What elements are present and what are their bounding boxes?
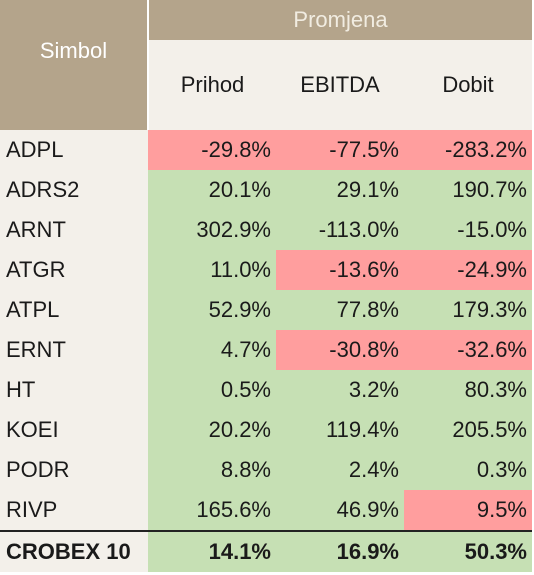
symbol-cell: ADRS2 — [0, 170, 148, 210]
ebitda-change-cell: 3.2% — [276, 370, 404, 410]
symbol-cell: ATGR — [0, 250, 148, 290]
revenue-change-cell: 8.8% — [148, 450, 276, 490]
profit-change-cell: 0.3% — [404, 450, 532, 490]
ebitda-change-cell: 77.8% — [276, 290, 404, 330]
profit-change-cell: 80.3% — [404, 370, 532, 410]
table-row: ADPL -29.8% -77.5% -283.2% — [0, 130, 532, 170]
table-row: ADRS2 20.1% 29.1% 190.7% — [0, 170, 532, 210]
symbol-cell: HT — [0, 370, 148, 410]
table-row: PODR 8.8% 2.4% 0.3% — [0, 450, 532, 490]
revenue-column-header: Prihod — [147, 40, 276, 130]
table-row: HT 0.5% 3.2% 80.3% — [0, 370, 532, 410]
symbol-column-header: Simbol — [0, 0, 148, 130]
symbol-cell: ADPL — [0, 130, 148, 170]
symbol-cell: PODR — [0, 450, 148, 490]
revenue-change-cell: 0.5% — [148, 370, 276, 410]
table-body: ADPL -29.8% -77.5% -283.2% ADRS2 20.1% 29.1% 19… — [0, 130, 532, 531]
symbol-cell: ATPL — [0, 290, 148, 330]
profit-change-cell: 9.5% — [404, 490, 532, 531]
ebitda-change-cell: -30.8% — [276, 330, 404, 370]
ebitda-change-cell: 119.4% — [276, 410, 404, 450]
total-ebitda-change: 16.9% — [276, 530, 404, 572]
profit-change-cell: -283.2% — [404, 130, 532, 170]
total-profit-change: 50.3% — [404, 530, 532, 572]
change-group-header: Promjena — [147, 0, 532, 40]
profit-column-header: Dobit — [404, 40, 532, 130]
symbol-cell: ARNT — [0, 210, 148, 250]
revenue-change-cell: -29.8% — [148, 130, 276, 170]
total-symbol: CROBEX 10 — [0, 530, 148, 572]
table-row: ATGR 11.0% -13.6% -24.9% — [0, 250, 532, 290]
ebitda-change-cell: -77.5% — [276, 130, 404, 170]
total-revenue-change: 14.1% — [148, 530, 276, 572]
profit-change-cell: 179.3% — [404, 290, 532, 330]
table-row: KOEI 20.2% 119.4% 205.5% — [0, 410, 532, 450]
ebitda-change-cell: 29.1% — [276, 170, 404, 210]
revenue-change-cell: 20.2% — [148, 410, 276, 450]
table-row: RIVP 165.6% 46.9% 9.5% — [0, 490, 532, 531]
profit-change-cell: 205.5% — [404, 410, 532, 450]
profit-change-cell: -15.0% — [404, 210, 532, 250]
table-row: ATPL 52.9% 77.8% 179.3% — [0, 290, 532, 330]
ebitda-column-header: EBITDA — [276, 40, 404, 130]
revenue-change-cell: 302.9% — [148, 210, 276, 250]
table-row: ERNT 4.7% -30.8% -32.6% — [0, 330, 532, 370]
ebitda-change-cell: -13.6% — [276, 250, 404, 290]
ebitda-change-cell: 2.4% — [276, 450, 404, 490]
ebitda-change-cell: 46.9% — [276, 490, 404, 531]
profit-change-cell: -24.9% — [404, 250, 532, 290]
symbol-cell: KOEI — [0, 410, 148, 450]
revenue-change-cell: 20.1% — [148, 170, 276, 210]
revenue-change-cell: 52.9% — [148, 290, 276, 330]
symbol-cell: ERNT — [0, 330, 148, 370]
revenue-change-cell: 4.7% — [148, 330, 276, 370]
table-row: ARNT 302.9% -113.0% -15.0% — [0, 210, 532, 250]
ebitda-change-cell: -113.0% — [276, 210, 404, 250]
revenue-change-cell: 165.6% — [148, 490, 276, 531]
total-row: CROBEX 10 14.1% 16.9% 50.3% — [0, 530, 532, 572]
symbol-cell: RIVP — [0, 490, 148, 531]
profit-change-cell: -32.6% — [404, 330, 532, 370]
profit-change-cell: 190.7% — [404, 170, 532, 210]
revenue-change-cell: 11.0% — [148, 250, 276, 290]
